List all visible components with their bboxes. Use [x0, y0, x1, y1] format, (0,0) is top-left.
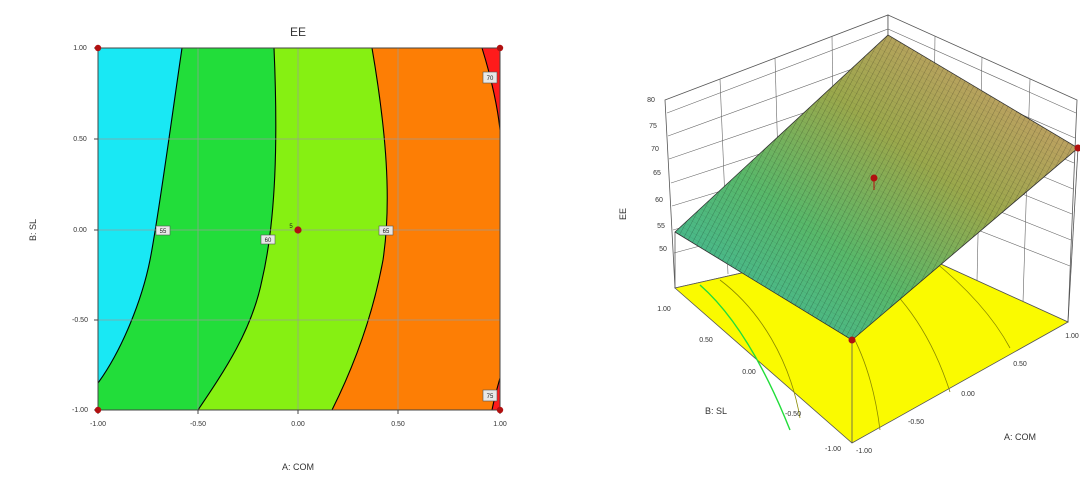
- x-axis-label: A: COM: [282, 462, 314, 472]
- y-tick-label: -1.00: [72, 407, 88, 414]
- svg-text:65: 65: [383, 229, 390, 235]
- x3d-tick-label: 0.50: [1013, 361, 1027, 368]
- contour-line-60: [197, 47, 277, 411]
- contour-label-70: 70: [482, 71, 498, 84]
- z-tick-label: 70: [651, 146, 659, 153]
- svg-text:75: 75: [487, 394, 494, 400]
- design-point-center: [294, 226, 302, 234]
- y-tick-label: -0.50: [72, 317, 88, 324]
- surface-plot: 80 75 70 65 60 55 50 EE 1.00 0.50 0.00 -…: [618, 14, 1080, 455]
- contour-label-55: 55: [155, 225, 171, 236]
- y-axis-label: B: SL: [28, 219, 38, 241]
- z-tick-label: 50: [659, 246, 667, 253]
- floor-contour: [929, 257, 1011, 349]
- y3d-tick-label: 0.00: [742, 369, 756, 376]
- z-tick-label: 55: [657, 223, 665, 230]
- y-tick-label: 0.00: [73, 227, 87, 234]
- region-below-55: [98, 48, 182, 383]
- design-point: [94, 406, 102, 414]
- y3d-tick-label: -0.50: [785, 411, 801, 418]
- svg-text:55: 55: [160, 229, 167, 235]
- y3d-axis-label: B: SL: [705, 406, 727, 416]
- x3d-tick-label: -1.00: [856, 448, 872, 455]
- z-tick-label: 60: [655, 197, 663, 204]
- x3d-tick-label: 0.00: [961, 391, 975, 398]
- x-tick-label: 0.00: [291, 421, 305, 428]
- x3d-axis-label: A: COM: [1004, 432, 1036, 442]
- contour-label-75: 75: [482, 389, 498, 402]
- contour-label-60: 60: [260, 234, 276, 245]
- x-tick-label: 0.50: [391, 421, 405, 428]
- y3d-tick-label: 1.00: [657, 306, 671, 313]
- response-surface-mesh: [675, 35, 1078, 340]
- x-tick-label: -1.00: [90, 421, 106, 428]
- svg-text:70: 70: [487, 76, 494, 82]
- y-tick-label: 1.00: [73, 45, 87, 52]
- surface-design-point: [1074, 144, 1080, 152]
- y3d-tick-label: -1.00: [825, 446, 841, 453]
- box-edge: [1067, 147, 1079, 323]
- z-axis-label: EE: [618, 208, 628, 220]
- svg-text:60: 60: [265, 238, 272, 244]
- floor-contour-highlight: [699, 284, 791, 431]
- z-tick-label: 80: [647, 97, 655, 104]
- surface-design-point: [848, 336, 856, 344]
- x-tick-label: -0.50: [190, 421, 206, 428]
- y-tick-label: 0.50: [73, 136, 87, 143]
- floor-contour: [719, 279, 801, 419]
- x3d-tick-label: 1.00: [1065, 333, 1079, 340]
- z-tick-label: 75: [649, 123, 657, 130]
- contour-title: EE: [290, 25, 306, 39]
- contour-line-55: [97, 47, 183, 384]
- x-tick-label: 1.00: [493, 421, 507, 428]
- design-point: [496, 44, 504, 52]
- y3d-tick-label: 0.50: [699, 337, 713, 344]
- plot-frame: [97, 47, 501, 411]
- contour-label-65: 65: [378, 225, 394, 236]
- design-point: [496, 406, 504, 414]
- design-point: [94, 44, 102, 52]
- contour-plot: EE: [28, 25, 507, 472]
- region-above-70-top: [482, 48, 500, 130]
- z-tick-label: 65: [653, 170, 661, 177]
- center-point-label: 5: [289, 224, 293, 230]
- wall-grid: [666, 28, 1077, 114]
- x3d-tick-label: -0.50: [908, 419, 924, 426]
- contour-line-70-top: [481, 47, 501, 131]
- contour-line-65: [331, 47, 388, 411]
